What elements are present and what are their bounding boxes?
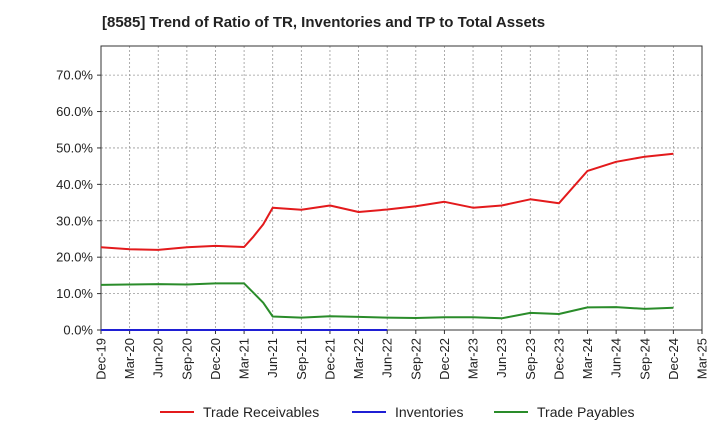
x-tick-label: Mar-24 (580, 338, 595, 379)
legend-item-trade-payables: Trade Payables (494, 404, 635, 420)
y-tick-label: 0.0% (63, 323, 93, 338)
series-line-trade-payables (100, 282, 674, 320)
x-tick-label: Mar-23 (466, 338, 481, 379)
y-tick-label: 10.0% (56, 286, 93, 301)
x-tick-label: Sep-20 (179, 338, 194, 380)
series-line-trade-receivables (100, 152, 674, 251)
legend-label-trade-payables: Trade Payables (537, 404, 635, 420)
x-tick-label: Sep-24 (637, 338, 652, 380)
x-tick-label: Sep-22 (408, 338, 423, 380)
legend-swatch-trade-receivables (160, 411, 194, 413)
x-tick-label: Dec-21 (322, 338, 337, 380)
x-tick-label: Sep-23 (523, 338, 538, 380)
legend: Trade Receivables Inventories Trade Paya… (0, 404, 720, 426)
x-tick-label: Jun-24 (609, 338, 624, 378)
x-tick-label: Mar-21 (237, 338, 252, 379)
x-tick-label: Jun-22 (380, 338, 395, 378)
x-tick-label: Dec-24 (666, 338, 681, 380)
grid-layer (101, 46, 702, 330)
y-tick-label: 20.0% (56, 250, 93, 265)
x-tick-label: Jun-21 (265, 338, 280, 378)
x-tick-label: Sep-21 (294, 338, 309, 380)
legend-label-trade-receivables: Trade Receivables (203, 404, 320, 420)
y-tick-label: 60.0% (56, 104, 93, 119)
y-tick-label: 70.0% (56, 68, 93, 83)
legend-item-trade-receivables: Trade Receivables (160, 404, 319, 420)
axes-layer (97, 45, 703, 334)
y-tick-label: 40.0% (56, 177, 93, 192)
x-tick-label: Dec-22 (437, 338, 452, 380)
plot-frame (100, 45, 703, 331)
legend-swatch-trade-payables (494, 411, 528, 413)
y-tick-label: 50.0% (56, 140, 93, 155)
legend-swatch-inventories (352, 411, 386, 413)
y-tick-label: 30.0% (56, 213, 93, 228)
x-tick-label: Dec-23 (551, 338, 566, 380)
x-tick-label: Dec-20 (208, 338, 223, 380)
legend-item-inventories: Inventories (352, 404, 463, 420)
x-tick-label: Mar-22 (351, 338, 366, 379)
ticks-layer: 0.0% 10.0% 20.0% 30.0% 40.0% 50.0% 60.0% 70.0% D… (56, 68, 709, 380)
chart-title: [8585] Trend of Ratio of TR, Inventories… (102, 14, 546, 31)
x-tick-label: Mar-20 (122, 338, 137, 379)
series-layer (100, 152, 674, 331)
x-tick-label: Jun-23 (494, 338, 509, 378)
legend-label-inventories: Inventories (395, 404, 464, 420)
x-tick-label: Dec-19 (94, 338, 109, 380)
x-tick-label: Jun-20 (151, 338, 166, 378)
x-tick-label: Mar-25 (695, 338, 710, 379)
